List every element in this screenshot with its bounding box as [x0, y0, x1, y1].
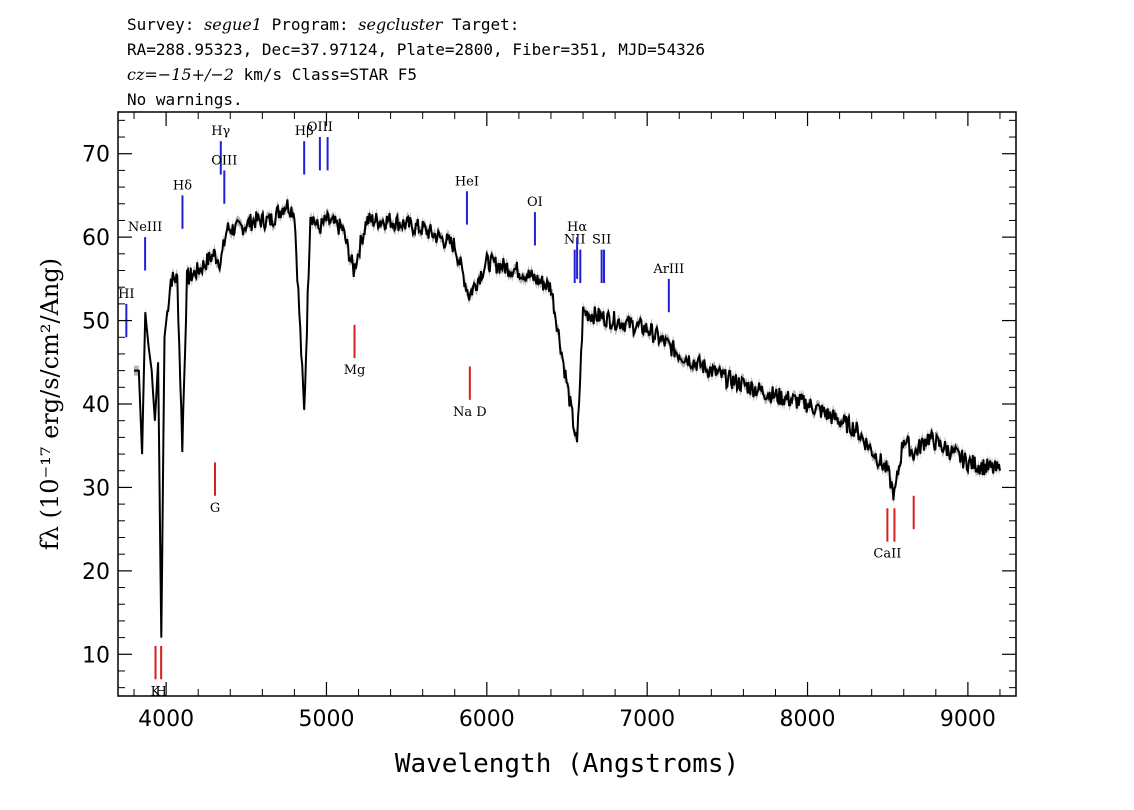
emission-line-label: OIII	[211, 153, 237, 168]
y-tick-label: 40	[82, 393, 110, 418]
emission-line-label: ArIII	[652, 262, 684, 277]
cz-unit-class: km/s Class=STAR F5	[233, 65, 417, 84]
axes-layer: 4000 5000 6000 7000 8000 9000 10 20 30 40 50 60 70	[82, 111, 1017, 732]
y-tick-label: 10	[82, 643, 110, 668]
header-survey-line: Survey: segue1 Program: segcluster Targe…	[127, 12, 705, 37]
header-redshift-line: cz=−15+/−2 km/s Class=STAR F5	[127, 62, 705, 87]
x-tick-label: 4000	[138, 707, 194, 732]
program-value: segcluster	[358, 15, 443, 34]
absorption-line-label: H	[155, 684, 166, 699]
x-tick-label: 6000	[459, 707, 515, 732]
target-label: Target:	[442, 15, 520, 34]
emission-line-label: HeI	[455, 174, 479, 189]
plot-frame	[117, 111, 1017, 697]
emission-line-label: SII	[592, 233, 611, 248]
x-tick-label: 9000	[940, 707, 996, 732]
emission-line-label: HI	[118, 287, 134, 302]
emission-line-label: OIII	[307, 120, 333, 135]
survey-label: Survey:	[127, 15, 205, 34]
y-tick-label: 60	[82, 226, 110, 251]
absorption-line-label: CaII	[873, 547, 901, 562]
emission-line-label: Hα	[567, 220, 587, 235]
emission-line-label: Hβ	[295, 124, 314, 139]
header-warnings-line: No warnings.	[127, 90, 243, 109]
absorption-line-label: Mg	[344, 363, 366, 378]
x-tick-label: 8000	[780, 707, 836, 732]
header-coordinates-line: RA=288.95323, Dec=37.97124, Plate=2800, …	[127, 40, 705, 59]
survey-value: segue1	[204, 15, 262, 34]
y-tick-label: 20	[82, 560, 110, 585]
error-band	[134, 194, 1000, 643]
y-tick-label: 30	[82, 476, 110, 501]
absorption-line-label: Na D	[453, 405, 487, 420]
absorption-line-label: K	[151, 684, 161, 699]
y-axis-label: fλ (10⁻¹⁷ erg/s/cm²/Ang)	[36, 258, 64, 550]
emission-line-label: NeIII	[128, 220, 162, 235]
cz-label: cz	[127, 65, 145, 84]
program-label: Program:	[261, 15, 359, 34]
y-tick-label: 50	[82, 310, 110, 335]
spectrum-header: Survey: segue1 Program: segcluster Targe…	[127, 12, 705, 112]
spectrum-layer	[134, 199, 1001, 638]
cz-value: =−15+/−2	[144, 65, 234, 84]
emission-line-label: OI	[527, 195, 543, 210]
y-tick-label: 70	[82, 143, 110, 168]
emission-line-label: Hδ	[173, 178, 192, 193]
error-band-layer	[134, 194, 1000, 643]
spectrum-line	[134, 199, 1001, 638]
x-tick-label: 7000	[619, 707, 675, 732]
line-markers-layer: HINeIIIHδHγOIIIHβOIIIHeIOINIIHαSIIArIIIK…	[118, 120, 915, 699]
emission-line-label: NII	[564, 233, 586, 248]
absorption-line-label: G	[210, 501, 220, 516]
emission-line-label: Hγ	[211, 124, 230, 139]
x-tick-label: 5000	[298, 707, 354, 732]
x-axis-label: Wavelength (Angstroms)	[395, 749, 739, 779]
